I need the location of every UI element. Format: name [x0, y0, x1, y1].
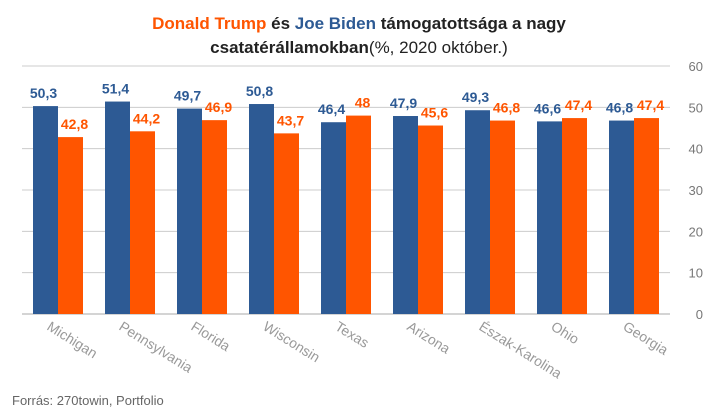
y-tick-label: 0: [696, 307, 703, 322]
value-label-trump: 44,2: [133, 110, 160, 126]
title-line-2: csatatérállamokban(%, 2020 október.): [0, 36, 718, 60]
title-biden: Joe Biden: [294, 14, 376, 33]
category-label: Ohio: [548, 318, 582, 347]
value-label-biden: 49,7: [174, 88, 201, 104]
bar-trump: [274, 133, 299, 314]
category-label: Texas: [332, 318, 371, 351]
title-es: és: [266, 14, 295, 33]
y-tick-label: 10: [689, 266, 703, 281]
chart-title: Donald Trump és Joe Biden támogatottsága…: [0, 12, 718, 60]
category-label: Arizona: [404, 318, 453, 357]
value-label-biden: 51,4: [102, 81, 129, 97]
bar-biden: [33, 106, 58, 315]
category-label: Pennsylvania: [116, 318, 195, 376]
bar-trump: [346, 115, 371, 314]
value-label-biden: 46,4: [318, 101, 345, 117]
value-label-trump: 48: [355, 95, 371, 111]
category-label: Florida: [188, 318, 233, 354]
value-label-biden: 49,3: [462, 89, 489, 105]
bar-trump: [562, 118, 587, 314]
y-tick-label: 30: [689, 183, 703, 198]
bar-biden: [177, 108, 202, 314]
category-label: Wisconsin: [260, 318, 323, 365]
value-label-biden: 46,8: [606, 100, 633, 116]
bar-trump: [58, 137, 83, 314]
bar-biden: [393, 116, 418, 314]
category-label: Michigan: [44, 318, 100, 361]
bar-biden: [537, 121, 562, 315]
value-label-biden: 47,9: [390, 95, 417, 111]
bar-biden: [321, 122, 346, 314]
value-label-trump: 42,8: [61, 116, 88, 132]
bar-trump: [130, 131, 155, 314]
value-label-trump: 43,7: [277, 112, 304, 128]
title-trump: Donald Trump: [152, 14, 267, 33]
value-label-biden: 50,3: [30, 85, 57, 101]
value-label-trump: 45,6: [421, 105, 448, 121]
bar-trump: [418, 125, 443, 315]
y-tick-label: 60: [689, 59, 703, 74]
bar-biden: [249, 104, 274, 314]
y-tick-label: 40: [689, 142, 703, 157]
bar-trump: [490, 120, 515, 314]
bar-biden: [105, 101, 130, 315]
bar-trump: [634, 118, 659, 314]
category-label: Georgia: [620, 318, 671, 358]
title-rest-3: (%, 2020 október.): [368, 38, 508, 57]
value-label-trump: 47,4: [565, 97, 592, 113]
value-label-trump: 46,9: [205, 99, 232, 115]
title-line-1: Donald Trump és Joe Biden támogatottsága…: [0, 12, 718, 36]
y-tick-label: 50: [689, 100, 703, 115]
title-rest-2: csatatérállamokban: [210, 38, 369, 57]
y-tick-label: 20: [689, 224, 703, 239]
bar-biden: [609, 120, 634, 314]
source-note: Forrás: 270towin, Portfolio: [12, 393, 164, 408]
bar-trump: [202, 120, 227, 314]
bar-biden: [465, 110, 490, 314]
value-label-trump: 46,8: [493, 100, 520, 116]
value-label-biden: 50,8: [246, 83, 273, 99]
value-label-biden: 46,6: [534, 100, 561, 116]
title-rest-1: támogatottsága a nagy: [376, 14, 566, 33]
value-label-trump: 47,4: [637, 97, 664, 113]
